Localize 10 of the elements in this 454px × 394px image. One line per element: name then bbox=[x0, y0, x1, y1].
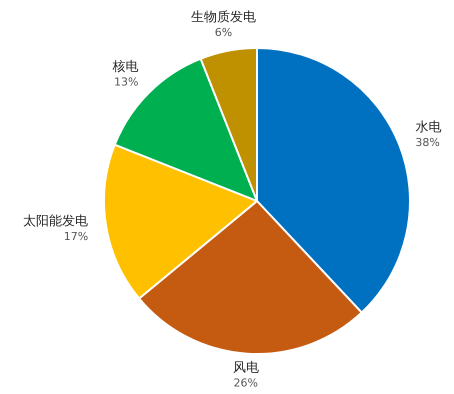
slice-label: 太阳能发电 bbox=[23, 214, 88, 229]
data-label: 26% bbox=[234, 376, 258, 390]
slice-label: 核电 bbox=[111, 59, 138, 74]
data-label: 38% bbox=[415, 136, 440, 150]
data-label: 6% bbox=[214, 26, 232, 40]
slice-label: 生物质发电 bbox=[190, 10, 256, 26]
data-label: 13% bbox=[114, 75, 138, 88]
data-label: 17% bbox=[64, 230, 88, 243]
slice-label: 风电 bbox=[232, 360, 259, 376]
slice-label: 水电 bbox=[415, 120, 442, 136]
